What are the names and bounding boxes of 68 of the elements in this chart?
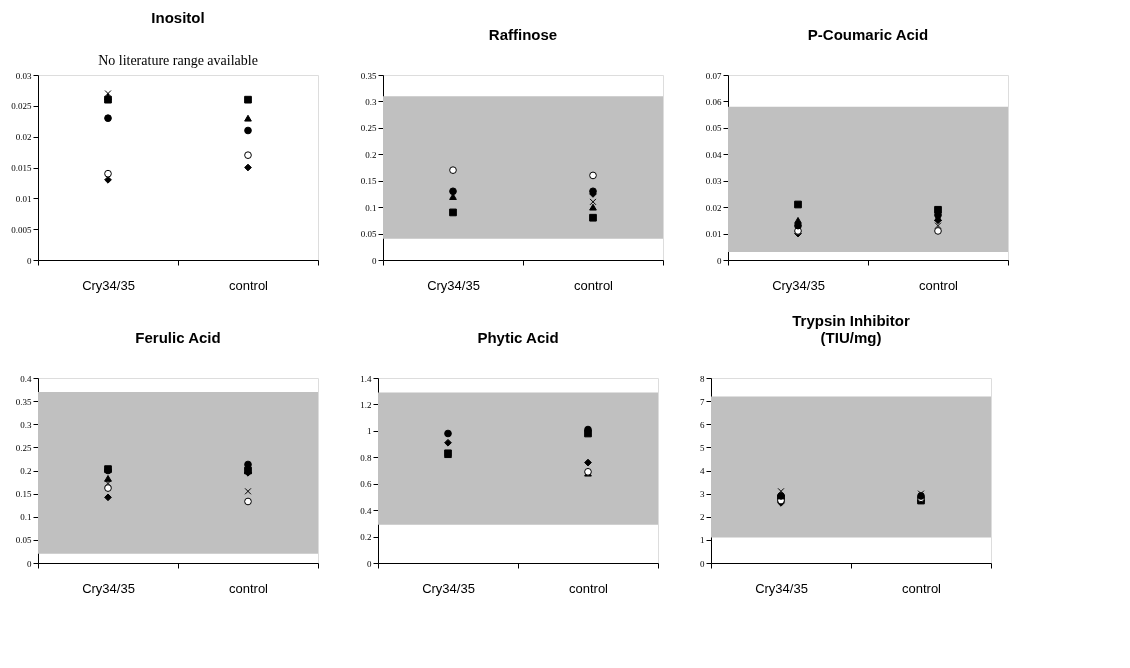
y-tick-label: 0.15 (360, 176, 377, 187)
x-tick-label: Cry34/35 (422, 580, 475, 596)
y-tick-label: 0.1 (365, 202, 377, 213)
y-tick-label: 0.2 (360, 532, 372, 543)
x-tick-label: control (901, 580, 942, 596)
y-tick-label: 0.8 (360, 452, 372, 463)
x-tick-label: control (228, 580, 269, 596)
chart-title: Inositol (151, 9, 205, 26)
y-tick-label: 0 (372, 255, 377, 266)
y-tick-label: 0.005 (11, 224, 32, 235)
y-tick-label: 2 (700, 512, 705, 523)
x-tick-label: control (918, 277, 959, 293)
y-tick-label: 0.25 (15, 442, 32, 453)
y-tick-label: 0 (717, 255, 722, 266)
y-tick-label: 5 (700, 442, 705, 453)
y-tick-label: 0.015 (11, 163, 32, 173)
y-tick-label: 0.15 (15, 489, 32, 500)
y-tick-label: 0 (27, 255, 32, 266)
chart-title: Phytic Acid (477, 329, 559, 346)
y-tick-label: 7 (700, 396, 705, 407)
y-tick-label: 0.05 (705, 123, 722, 134)
y-tick-label: 0.07 (705, 70, 722, 81)
y-tick-label: 0.4 (20, 373, 32, 384)
y-tick-label: 8 (700, 373, 705, 384)
x-tick-label: control (573, 277, 614, 293)
y-tick-label: 4 (700, 466, 705, 476)
chart-title: Ferulic Acid (135, 329, 221, 346)
y-tick-label: 0.05 (360, 229, 377, 240)
y-tick-label: 0.03 (15, 70, 32, 81)
y-tick-label: 1.4 (360, 373, 372, 384)
x-tick-label: Cry34/35 (772, 277, 825, 293)
x-tick-label: Cry34/35 (755, 580, 808, 596)
chart-title: P-Coumaric Acid (807, 26, 929, 43)
x-tick-label: Cry34/35 (427, 277, 480, 293)
chart-title: Raffinose (488, 26, 558, 43)
y-tick-label: 0.35 (360, 70, 377, 81)
y-tick-label: 0.35 (15, 396, 32, 407)
y-tick-label: 0.2 (20, 466, 32, 476)
y-tick-label: 0.25 (360, 123, 377, 134)
x-tick-label: control (568, 580, 609, 596)
y-tick-label: 0.05 (15, 535, 32, 546)
y-tick-label: 0.01 (705, 229, 722, 240)
y-tick-label: 0.2 (365, 149, 377, 160)
y-tick-label: 0.02 (15, 132, 32, 143)
x-tick-label: control (228, 277, 269, 293)
y-tick-label: 0.02 (705, 202, 722, 213)
y-tick-label: 0.025 (11, 101, 32, 112)
y-tick-label: 3 (700, 489, 705, 500)
y-tick-label: 1 (700, 535, 705, 546)
chart-title: Trypsin Inhibitor (TIU/mg) (792, 312, 910, 346)
y-tick-label: 0.4 (360, 505, 372, 516)
y-tick-label: 0.01 (15, 193, 32, 204)
y-tick-label: 0.1 (20, 512, 32, 523)
text: No literature range available (98, 53, 258, 68)
x-tick-label: Cry34/35 (82, 277, 135, 293)
y-tick-label: 0 (367, 558, 372, 569)
x-tick-label: Cry34/35 (82, 580, 135, 596)
y-tick-label: 6 (700, 419, 705, 430)
y-tick-label: 1.2 (360, 399, 372, 410)
y-tick-label: 0.3 (365, 96, 377, 107)
y-tick-label: 0 (27, 558, 32, 569)
y-tick-label: 0.03 (705, 176, 722, 187)
y-tick-label: 0.06 (705, 96, 722, 107)
y-tick-label: 0.3 (20, 419, 32, 430)
y-tick-label: 0.6 (360, 479, 372, 490)
y-tick-label: 1 (367, 426, 372, 437)
y-tick-label: 0 (700, 558, 705, 569)
y-tick-label: 0.04 (705, 149, 722, 160)
